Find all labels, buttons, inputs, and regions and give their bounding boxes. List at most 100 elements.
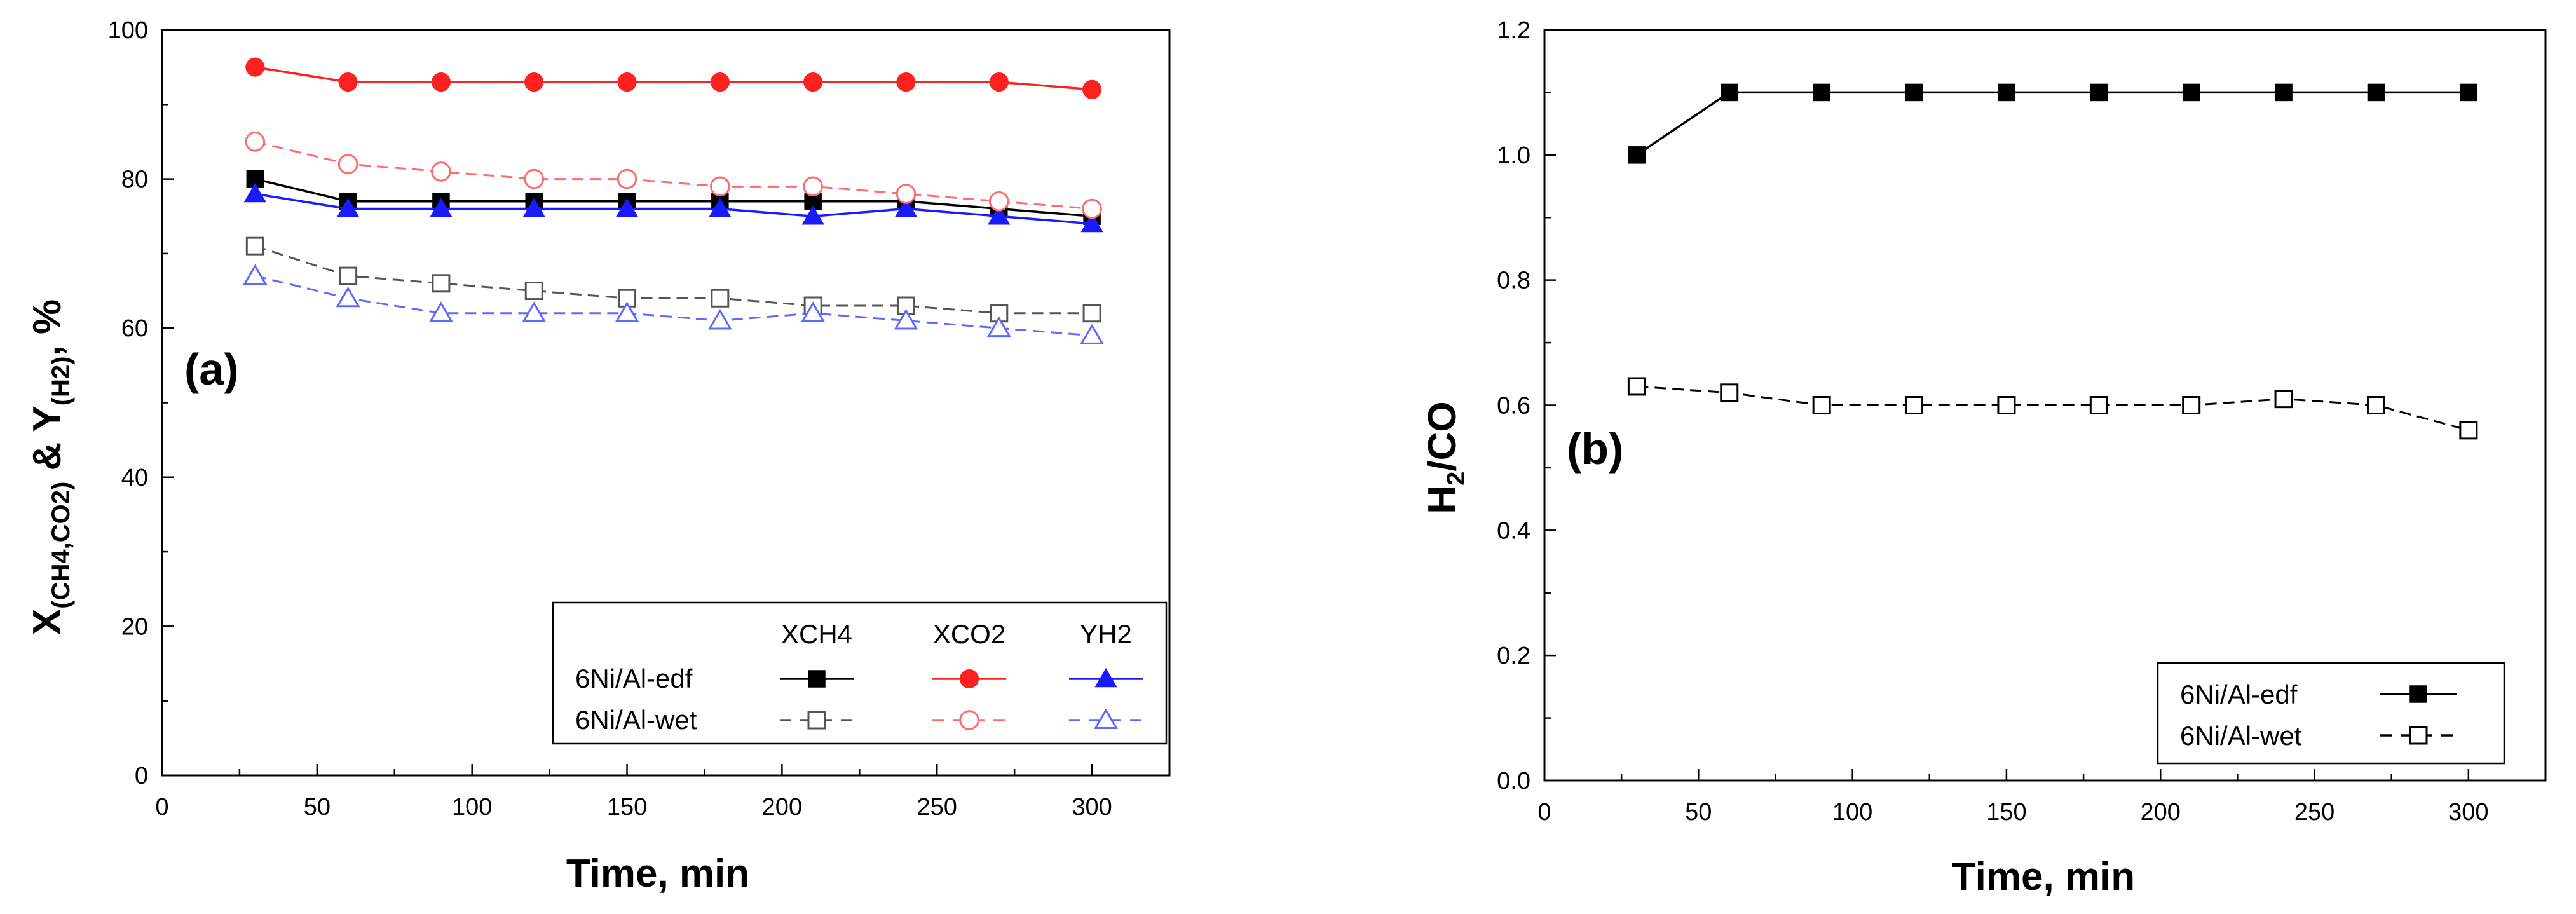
chart-a-data-point [432,274,451,293]
chart-a-data-point [617,168,637,189]
chart-a-y-axis-label: X(CH4,CO2) & Y(H2), % [25,299,75,635]
chart-b-data-point [2090,83,2108,102]
chart-a-legend: XCH4 XCO2 YH2 6Ni/Al-edf 6Ni/Al-wet [552,601,1168,745]
chart-a-legend-row-wet: 6Ni/Al-wet [575,705,697,735]
chart-a-data-point [524,72,544,92]
chart-a-data-point [522,198,545,217]
chart-a-data-point [894,198,918,217]
chart-a-data-point [709,198,732,217]
chart-a-data-point [894,308,918,330]
chart-a-data-point [988,191,1009,212]
chart-b-data-point [2275,83,2293,102]
chart-a-legend-col-xco2: XCO2 [933,619,1005,649]
chart-a-legend-sample-marker [959,710,979,730]
chart-b-y-tick-label: 0.4 [1497,517,1530,544]
chart-a-data-point [711,289,730,308]
chart-b-y-tick-label: 0.2 [1497,643,1530,669]
chart-b-x-tick-label: 250 [2294,799,2334,826]
chart-b-y-tick-label: 1.2 [1497,17,1530,44]
chart-a-data-point [243,264,268,285]
chart-a-data-point [524,282,543,301]
chart-b-legend-label-edf: 6Ni/Al-edf [2180,679,2298,709]
chart-a-x-tick-label: 50 [304,794,331,821]
chart-a-data-point [430,198,453,217]
chart-b-data-point [2459,421,2478,440]
chart-a-series-3 [245,236,1101,323]
chart-a-legend-sample-marker [959,669,979,689]
chart-b-series-1 [1627,377,2478,440]
chart-a-data-point [1082,304,1101,323]
chart-b-legend: 6Ni/Al-edf 6Ni/Al-wet [2157,662,2505,765]
chart-a-legend-col-xch4: XCH4 [781,619,852,649]
chart-b-legend-box [2157,662,2505,765]
chart-a-y-tick-label: 20 [121,613,148,640]
chart-b-data-point [1905,396,1924,414]
chart-a-data-point [801,205,824,225]
chart-b-data-point [2274,390,2293,409]
chart-a-data-point [710,176,730,197]
chart-b-x-tick-label: 0 [1537,799,1551,826]
chart-b-data-point [1812,396,1831,414]
chart-b-data-point [1720,383,1739,402]
chart-a-data-point [522,301,547,322]
chart-a-y-tick-label: 60 [121,315,148,342]
chart-a-x-tick-label: 0 [155,794,168,821]
chart-b-data-point [2182,396,2201,414]
chart-b-data-point [1721,83,1738,102]
chart-a-ylabel-mid: & Y [25,406,69,481]
chart-b-data-point [1813,83,1830,102]
chart-a-plot: 0 50 100 150 200 250 300 0 20 40 60 80 100 [108,17,1171,821]
chart-a-y-tick-label: 0 [135,763,148,789]
chart-a-data-point [988,205,1011,225]
chart-a-x-tick-label: 150 [607,794,647,821]
chart-a-data-point [896,72,916,92]
chart-a-series-line-5 [254,275,1093,337]
chart-a-y-tick-label: 80 [121,167,148,193]
chart-a-x-tick-label: 300 [1072,794,1112,821]
chart-a-data-point [989,72,1009,92]
chart-a-series-5 [243,264,1105,344]
chart-a-data-point [245,236,264,256]
chart-a-ylabel-tail: , % [25,299,69,357]
chart-a-legend-box [552,601,1168,745]
chart-a-data-point [431,72,451,92]
chart-a-x-tick-label: 250 [917,794,957,821]
chart-b-y-tick-label: 0.0 [1497,768,1530,795]
chart-b-y-tick-label: 0.8 [1497,268,1530,294]
chart-a-legend-sample-marker [1094,667,1117,688]
chart-a-data-point [986,316,1011,338]
chart-a-data-point [336,198,360,217]
chart-b-ylabel-main: H [1421,486,1464,514]
chart-b-x-tick-label: 50 [1685,799,1712,826]
chart-a-data-point [1080,212,1103,233]
chart-a-ylabel-main: X [25,609,69,635]
chart-b-ylabel-tail: /CO [1421,401,1464,471]
chart-b-series-line-0 [1636,91,2469,156]
chart-b-plot: 0 50 100 150 200 250 300 0.0 0.2 0.4 0.6 0.8 1.0 1.2 [1497,17,2547,826]
chart-a-x-axis-label: Time, min [566,852,749,896]
chart-b-data-point [2460,83,2477,102]
chart-a-data-point [615,198,639,217]
chart-a-data-point [896,184,917,204]
chart-a: (a) Time, min X(CH4,CO2) & Y(H2), % XCH4… [25,299,1168,896]
chart-a-x-tick-label: 100 [452,794,492,821]
chart-b-y-tick-label: 1.0 [1497,142,1530,169]
chart-b-data-point [1998,83,2015,102]
chart-a-series-0 [246,170,1101,225]
chart-a-data-point [707,308,732,330]
chart-a-legend-row-edf: 6Ni/Al-edf [575,664,693,693]
chart-b-x-axis-label: Time, min [1952,855,2135,899]
chart-a-data-point [803,72,823,92]
chart-a-series-line-2 [255,193,1093,225]
chart-a-panel-label: (a) [184,344,239,394]
chart-b-data-point [1628,146,1646,164]
chart-b: (b) Time, min H2/CO 6Ni/Al-edf 6Ni/Al-we… [1421,401,2505,899]
chart-a-data-point [337,154,358,174]
chart-a-y-tick-label: 100 [108,17,148,44]
chart-b-data-point [1905,83,1923,102]
chart-a-data-point [1082,198,1102,219]
chart-a-x-tick-label: 200 [762,794,802,821]
chart-b-data-point [2366,396,2385,414]
chart-b-data-point [1997,396,2016,414]
